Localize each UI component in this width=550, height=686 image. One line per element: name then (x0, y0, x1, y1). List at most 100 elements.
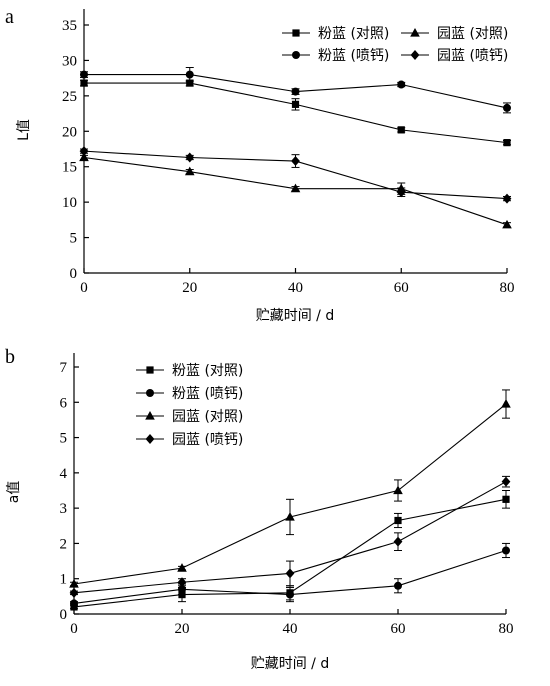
data-point-shape (503, 139, 511, 147)
panel-label-a: a (5, 6, 14, 28)
series-0 (80, 79, 511, 147)
y-tick-label: 3 (60, 501, 68, 517)
data-point (394, 581, 402, 590)
legend-marker (410, 50, 420, 60)
data-point (79, 152, 89, 162)
legend-marker-shape (145, 434, 155, 444)
data-point (502, 219, 512, 229)
y-tick-label: 6 (60, 395, 68, 411)
data-point (178, 585, 186, 594)
legend-label: 粉蓝 (喷钙) (318, 48, 389, 64)
data-point-shape (185, 152, 195, 163)
x-tick-label: 0 (80, 280, 88, 296)
data-point-shape (177, 563, 187, 572)
legend-entry: 粉蓝 (对照) (136, 363, 243, 379)
series-3 (69, 475, 511, 598)
data-point-shape (178, 585, 186, 594)
legend-marker-shape (146, 389, 154, 397)
data-point-shape (69, 587, 79, 598)
legend-marker (145, 434, 155, 444)
series-line (73, 403, 507, 585)
data-point (501, 476, 511, 487)
series-2 (69, 389, 511, 588)
data-point (177, 563, 187, 572)
y-axis-label: L值 (16, 119, 32, 141)
data-point-shape (286, 590, 294, 599)
data-point-shape (80, 79, 88, 87)
legend-label: 园蓝 (对照) (172, 409, 243, 425)
legend-marker-shape (146, 366, 154, 374)
data-point-shape (79, 146, 89, 157)
legend-marker (292, 51, 300, 59)
data-point (393, 536, 403, 547)
legend-marker (410, 28, 420, 37)
data-point-shape (285, 568, 295, 579)
data-point-shape (290, 183, 301, 193)
data-point-shape (69, 579, 79, 588)
data-point (185, 70, 194, 79)
y-axis-label: a值 (6, 481, 22, 504)
data-point-shape (70, 599, 78, 608)
y-tick-label: 2 (60, 536, 68, 552)
legend-marker-shape (145, 411, 155, 420)
data-point-shape (291, 100, 300, 108)
y-tick-label: 15 (62, 160, 77, 176)
data-point (177, 577, 187, 588)
legend-marker-shape (292, 29, 300, 37)
data-point-shape (503, 103, 511, 112)
data-point-shape (502, 495, 510, 503)
y-tick-label: 0 (60, 607, 68, 623)
data-point-shape (184, 166, 195, 176)
chart-b: b 0 20 40 60 80 0 1 2 3 4 5 6 7 贮藏时间 / d a值 粉蓝 (对照) 粉蓝 (喷… (5, 346, 514, 672)
legend-marker (146, 389, 154, 397)
data-point (393, 485, 403, 495)
data-point (502, 495, 510, 503)
data-point (80, 79, 88, 87)
legend-entry: 园蓝 (对照) (401, 26, 508, 42)
data-point (286, 590, 294, 599)
data-point-shape (501, 476, 511, 487)
y-tick-label: 35 (62, 18, 77, 34)
y-tick-label: 1 (60, 572, 68, 588)
data-point-shape (79, 152, 89, 162)
x-tick-label: 60 (394, 280, 409, 296)
y-tick-label: 0 (70, 266, 78, 282)
data-point-shape (177, 577, 187, 588)
data-point (291, 156, 300, 167)
legend-marker-shape (292, 51, 300, 59)
data-point-shape (185, 70, 194, 79)
data-point-shape (502, 219, 512, 229)
legend-label: 粉蓝 (喷钙) (172, 386, 243, 402)
legend-marker (292, 29, 300, 37)
legend-entry: 园蓝 (喷钙) (401, 48, 508, 64)
data-point-shape (291, 156, 300, 167)
legend-label: 粉蓝 (对照) (172, 363, 243, 379)
data-point (397, 126, 405, 134)
data-point (291, 87, 300, 96)
data-point-shape (396, 187, 406, 198)
chart-a: a 0 20 40 60 80 0 5 10 15 20 25 30 35 贮藏时间 / d L值 粉蓝 (对照… (5, 6, 515, 324)
legend-marker-shape (410, 50, 420, 60)
legend-label: 园蓝 (喷钙) (437, 48, 508, 64)
legend-entry: 园蓝 (喷钙) (136, 432, 243, 448)
legend: 粉蓝 (对照) 粉蓝 (喷钙) 园蓝 (对照) 园蓝 (喷钙) (136, 363, 243, 448)
panel-label-b: b (5, 346, 15, 368)
data-point (69, 579, 79, 588)
legend-label: 粉蓝 (对照) (318, 26, 389, 42)
data-point-shape (291, 87, 300, 96)
data-point (70, 599, 78, 608)
data-point-shape (502, 193, 512, 204)
data-point (394, 516, 402, 525)
x-axis-label: 贮藏时间 / d (251, 656, 330, 672)
data-point-shape (397, 80, 406, 89)
series-3 (79, 146, 512, 204)
data-point (501, 399, 511, 408)
data-point-shape (186, 79, 194, 87)
y-tick-label: 5 (70, 231, 78, 247)
data-point (285, 568, 295, 579)
x-tick-label: 40 (288, 280, 303, 296)
legend-label: 园蓝 (喷钙) (172, 432, 243, 448)
x-tick-label: 20 (175, 621, 190, 637)
data-point (502, 193, 512, 204)
data-point (291, 100, 300, 108)
